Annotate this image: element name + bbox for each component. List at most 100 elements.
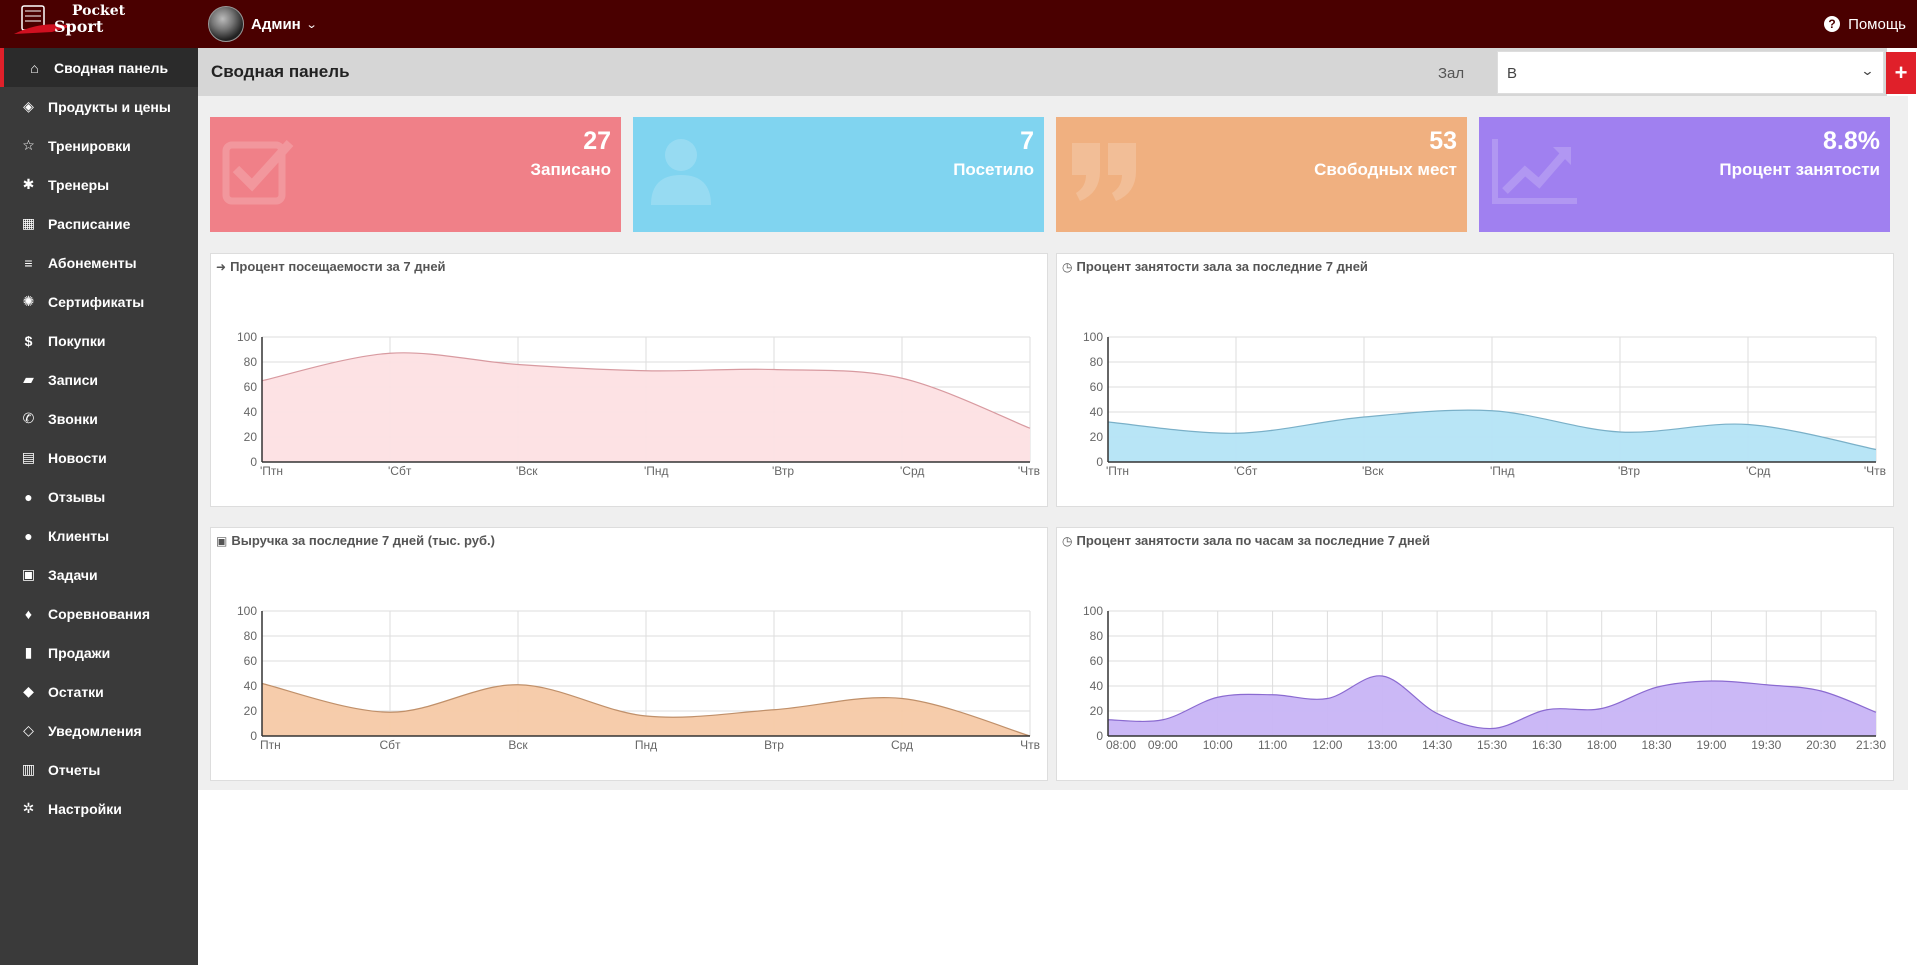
sidebar-item-label: Тренеры bbox=[48, 176, 110, 193]
sidebar-item-19[interactable]: ✲ Настройки bbox=[0, 789, 198, 828]
sidebar-item-1[interactable]: ◈ Продукты и цены bbox=[0, 87, 198, 126]
series-line bbox=[1107, 675, 1877, 730]
stat-label: Записано bbox=[530, 160, 611, 179]
checkbox-icon bbox=[222, 135, 294, 212]
data-point bbox=[517, 364, 519, 366]
data-point bbox=[645, 370, 647, 372]
sidebar-item-3[interactable]: ✱ Тренеры bbox=[0, 165, 198, 204]
x-tick-label: 'Вск bbox=[1362, 464, 1384, 478]
sidebar-item-16[interactable]: ◆ Остатки bbox=[0, 672, 198, 711]
y-tick-label: 40 bbox=[244, 405, 258, 419]
data-point bbox=[901, 377, 903, 379]
add-button[interactable]: + bbox=[1886, 52, 1916, 94]
sidebar-item-14[interactable]: ♦ Соревнования bbox=[0, 594, 198, 633]
help-label: Помощь bbox=[1848, 15, 1906, 33]
y-tick-label: 60 bbox=[244, 380, 258, 394]
data-point bbox=[1217, 696, 1219, 698]
stat-tile: 7 Посетило bbox=[633, 117, 1044, 232]
phone-icon: ✆ bbox=[22, 410, 35, 426]
hall-select[interactable]: В ⌄ bbox=[1497, 51, 1884, 94]
y-tick-label: 0 bbox=[1096, 455, 1103, 469]
question-circle-icon: ? bbox=[1824, 16, 1841, 32]
user-name: Админ bbox=[251, 15, 301, 33]
clock-icon: ◷ bbox=[1062, 533, 1073, 548]
comment-icon: ● bbox=[24, 488, 33, 505]
data-point bbox=[389, 352, 391, 354]
chart-title: ◷ Процент занятости зала за последние 7 д… bbox=[1062, 259, 1368, 274]
series-area bbox=[262, 352, 1030, 462]
chart-title-text: Процент занятости зала за последние 7 дн… bbox=[1076, 259, 1368, 274]
data-point bbox=[1546, 709, 1548, 711]
y-tick-label: 20 bbox=[1090, 704, 1104, 718]
data-point bbox=[1710, 680, 1712, 682]
y-tick-label: 80 bbox=[244, 355, 258, 369]
y-tick-label: 20 bbox=[244, 704, 258, 718]
sidebar-item-2[interactable]: ☆ Тренировки bbox=[0, 126, 198, 165]
user-icon bbox=[645, 135, 717, 212]
sidebar-item-13[interactable]: ▣ Задачи bbox=[0, 555, 198, 594]
x-tick-label: Вск bbox=[508, 738, 528, 752]
y-tick-label: 0 bbox=[250, 455, 257, 469]
data-point bbox=[1656, 686, 1658, 688]
chevron-down-icon: ⌄ bbox=[1860, 63, 1875, 78]
sidebar-item-label: Расписание bbox=[48, 215, 131, 232]
sidebar-item-6[interactable]: ✺ Сертификаты bbox=[0, 282, 198, 321]
chart-panel: 0 20 40 60 80 100 08:00 09:00 10:00 11:00 12:00 13:… bbox=[1056, 527, 1894, 781]
chart-panel: 0 20 40 60 80 100 'Птн 'Сбт 'Вск 'Пнд 'Втр 'Срд 'Чтв… bbox=[210, 253, 1048, 507]
sidebar-item-11[interactable]: ● Отзывы bbox=[0, 477, 198, 516]
stat-tile: 8.8% Процент занятости bbox=[1479, 117, 1890, 232]
avatar bbox=[208, 6, 244, 42]
data-point bbox=[1491, 728, 1493, 730]
y-tick-label: 20 bbox=[1090, 430, 1104, 444]
data-point bbox=[1875, 711, 1877, 713]
stat-value: 8.8% bbox=[1823, 127, 1880, 155]
sidebar-item-5[interactable]: ≡ Абонементы bbox=[0, 243, 198, 282]
sidebar-item-4[interactable]: ▦ Расписание bbox=[0, 204, 198, 243]
x-tick-label: Птн bbox=[260, 738, 281, 752]
y-tick-label: 100 bbox=[237, 330, 257, 344]
series-line bbox=[1107, 409, 1877, 451]
sidebar-item-0[interactable]: ⌂ Сводная панель bbox=[0, 48, 198, 87]
sidebar-item-18[interactable]: ▥ Отчеты bbox=[0, 750, 198, 789]
sidebar-item-15[interactable]: ▮ Продажи bbox=[0, 633, 198, 672]
data-point bbox=[1381, 675, 1383, 677]
app-logo[interactable]: Pocket Sport bbox=[0, 0, 198, 48]
sidebar-item-label: Остатки bbox=[48, 683, 104, 700]
sidebar-item-12[interactable]: ● Клиенты bbox=[0, 516, 198, 555]
sidebar-item-label: Соревнования bbox=[48, 605, 151, 622]
x-tick-label: 10:00 bbox=[1203, 738, 1233, 752]
y-tick-label: 100 bbox=[237, 604, 257, 618]
sidebar-item-label: Задачи bbox=[48, 566, 98, 583]
sidebar-item-8[interactable]: ▰ Записи bbox=[0, 360, 198, 399]
certificate-icon: ✺ bbox=[22, 293, 35, 309]
x-tick-label: 18:00 bbox=[1587, 738, 1617, 752]
sidebar-item-label: Покупки bbox=[48, 332, 106, 349]
briefcase-icon: ▣ bbox=[21, 566, 36, 582]
sidebar-item-9[interactable]: ✆ Звонки bbox=[0, 399, 198, 438]
chart-title: ▣ Выручка за последние 7 дней (тыс. руб.) bbox=[216, 533, 495, 548]
data-point bbox=[1491, 410, 1493, 412]
y-tick-label: 100 bbox=[1083, 330, 1103, 344]
y-tick-label: 100 bbox=[1083, 604, 1103, 618]
sign-in-icon: ➜ bbox=[216, 259, 227, 274]
sidebar-item-17[interactable]: ◇ Уведомления bbox=[0, 711, 198, 750]
user-menu[interactable]: Админ ⌄ bbox=[208, 6, 317, 42]
bell-outline-icon: ◇ bbox=[23, 722, 34, 738]
sidebar-item-10[interactable]: ▤ Новости bbox=[0, 438, 198, 477]
top-bar: Pocket Sport Админ ⌄ ? Помощь bbox=[0, 0, 1917, 48]
sidebar-item-label: Сводная панель bbox=[54, 59, 169, 76]
star-icon: ☆ bbox=[22, 137, 35, 153]
cube-icon: ◈ bbox=[23, 98, 34, 114]
help-link[interactable]: ? Помощь bbox=[1824, 0, 1906, 48]
series-line bbox=[261, 682, 1031, 737]
stat-tile: 27 Записано bbox=[210, 117, 621, 232]
stat-value: 27 bbox=[583, 127, 611, 155]
x-tick-label: 13:00 bbox=[1367, 738, 1397, 752]
chart-title: ◷ Процент занятости зала по часам за посл… bbox=[1062, 533, 1430, 548]
stat-label: Процент занятости bbox=[1719, 160, 1880, 179]
sidebar-item-label: Тренировки bbox=[48, 137, 131, 154]
sidebar-item-7[interactable]: $ Покупки bbox=[0, 321, 198, 360]
data-point bbox=[1820, 690, 1822, 692]
bell-icon: ♦ bbox=[24, 605, 33, 622]
clock-icon: ◷ bbox=[1062, 259, 1073, 274]
